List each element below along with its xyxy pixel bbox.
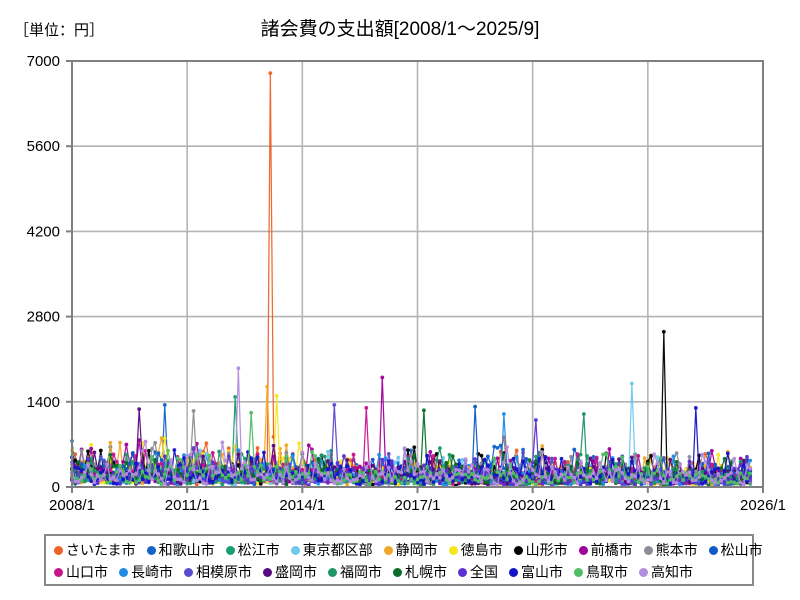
x-tick-label: 2026/1 [740,497,786,514]
legend-marker-icon [509,567,518,577]
legend-item-label: 盛岡市 [275,564,317,580]
legend-item-label: 富山市 [521,564,563,580]
legend-marker-icon [708,545,718,555]
legend-item-label: 相模原市 [196,564,252,580]
y-tick-label: 1400 [27,394,60,411]
legend-marker-icon [146,545,156,555]
series-lines [70,71,753,488]
y-tick-label: 5600 [27,138,60,155]
legend-item-label: さいたま市 [66,542,136,558]
unit-label: ［単位：円］ [14,22,105,39]
legend-item-松江市[interactable]: 松江市 [225,542,280,558]
legend-marker-icon [54,545,63,555]
legend-marker-icon [574,567,583,577]
legend-item-label: 福岡市 [340,564,382,580]
legend-item-全国[interactable]: 全国 [458,565,498,579]
legend-item-label: 長崎市 [131,564,173,580]
legend-marker-icon [383,545,393,555]
legend-item-鳥取市[interactable]: 鳥取市 [574,565,628,579]
grid-lines [72,60,763,487]
legend-item-山形市[interactable]: 山形市 [513,542,568,558]
x-tick-label: 2008/1 [49,497,95,514]
legend-item-label: 前橋市 [590,542,633,558]
legend-item-label: 東京都区部 [302,542,373,558]
legend-marker-icon [458,567,467,577]
legend-marker-icon [578,545,588,555]
legend-item-盛岡市[interactable]: 盛岡市 [263,565,317,579]
legend-marker-icon [184,567,193,577]
series-さいたま市 [70,71,753,487]
legend-item-label: 静岡市 [395,542,438,558]
legend-marker-icon [639,567,648,577]
x-axis-tick-labels: 2008/1 2011/1 2014/1 2017/1 2020/1 2023/1 2026… [49,497,786,514]
legend-item-福岡市[interactable]: 福岡市 [328,565,382,579]
legend-item-さいたま市[interactable]: さいたま市 [54,543,136,557]
legend-item-label: 高知市 [651,564,693,580]
legend-item-和歌山市[interactable]: 和歌山市 [146,542,215,558]
legend-item-長崎市[interactable]: 長崎市 [119,565,173,579]
legend-marker-icon [263,567,272,577]
legend-item-山口市[interactable]: 山口市 [54,565,108,579]
y-tick-label: 7000 [27,53,60,70]
axis-frame [66,60,764,493]
y-tick-label: 2800 [27,309,60,326]
legend-item-label: 全国 [470,564,498,580]
legend-item-label: 札幌市 [405,564,447,580]
legend-item-札幌市[interactable]: 札幌市 [393,565,447,579]
legend-marker-icon [448,545,458,555]
legend-marker-icon [54,567,63,577]
chart-plot-area: 0 1400 2800 4200 5600 7000 2008/1 2011/1 2014/1… [27,53,786,514]
legend-item-相模原市[interactable]: 相模原市 [184,565,252,579]
x-tick-label: 2014/1 [279,497,325,514]
legend-item-富山市[interactable]: 富山市 [509,565,563,579]
legend-marker-icon [513,545,523,555]
legend-row: 山口市 長崎市 相模原市 盛岡市 福岡市 札幌市 全国 富山市 鳥取市 高知市 [54,561,746,583]
legend-item-前橋市[interactable]: 前橋市 [578,542,633,558]
legend-row: さいたま市 和歌山市 松江市 東京都区部 静岡市 徳島市 山形市 前橋市 熊本市 松山市 [54,539,763,561]
x-tick-label: 2023/1 [625,497,671,514]
legend-item-label: 徳島市 [460,542,503,558]
legend-item-熊本市[interactable]: 熊本市 [643,542,698,558]
legend-marker-icon [643,545,653,555]
y-axis-tick-labels: 0 1400 2800 4200 5600 7000 [27,53,60,496]
legend-item-label: 松山市 [720,542,763,558]
legend-item-label: 和歌山市 [158,542,215,558]
chart-title: 諸会費の支出額[2008/1〜2025/9] [260,19,540,40]
legend-item-高知市[interactable]: 高知市 [639,565,693,579]
series-高知市 [70,366,753,487]
legend-marker-icon [225,545,235,555]
x-tick-label: 2017/1 [395,497,441,514]
legend-item-label: 鳥取市 [586,564,628,580]
legend-marker-icon [290,545,300,555]
y-tick-label: 0 [52,479,60,496]
x-tick-label: 2011/1 [165,497,210,514]
x-tick-label: 2020/1 [510,497,556,514]
legend-item-label: 松江市 [237,542,280,558]
legend-item-label: 山形市 [525,542,568,558]
legend-item-徳島市[interactable]: 徳島市 [448,542,503,558]
legend-item-label: 熊本市 [655,542,698,558]
legend-item-東京都区部[interactable]: 東京都区部 [290,542,373,558]
chart-legend: さいたま市 和歌山市 松江市 東京都区部 静岡市 徳島市 山形市 前橋市 熊本市 松山市 山口市 長… [44,534,763,586]
legend-item-松山市[interactable]: 松山市 [708,542,763,558]
legend-marker-icon [393,567,402,577]
legend-item-label: 山口市 [66,564,108,580]
legend-marker-icon [119,567,128,577]
legend-item-静岡市[interactable]: 静岡市 [383,542,438,558]
legend-marker-icon [328,567,337,577]
y-tick-label: 4200 [27,223,60,240]
